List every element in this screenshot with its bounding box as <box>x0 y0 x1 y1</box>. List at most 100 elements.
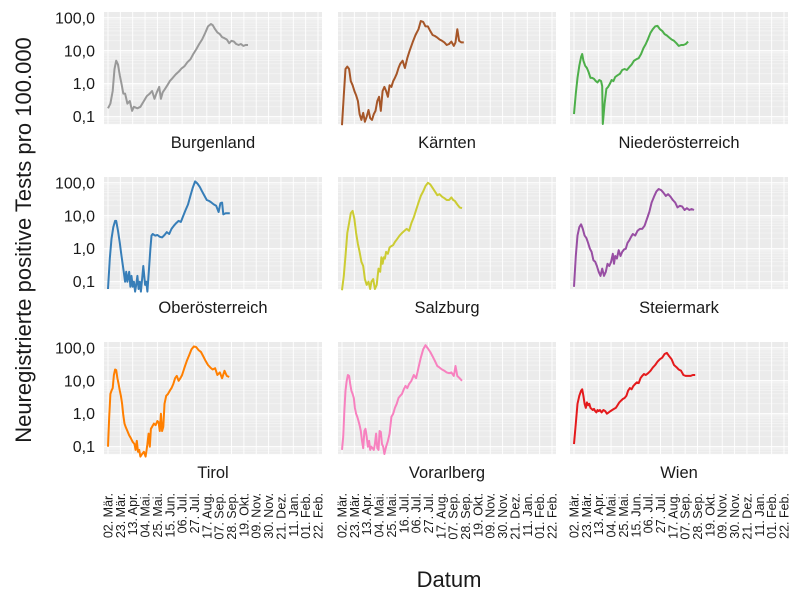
y-tick-label: 10,0 <box>64 43 95 60</box>
facet-label: Kärnten <box>418 134 476 152</box>
y-tick-label: 100,0 <box>55 175 95 192</box>
x-tick-label: 25. Mai. <box>617 493 631 537</box>
x-tick-label: 02. Mär. <box>102 493 116 538</box>
series-line-obersterreich <box>107 180 230 293</box>
x-tick-label: 01. Feb. <box>533 493 547 539</box>
x-tick-label: 01. Feb. <box>765 493 779 539</box>
series-line-salzburg <box>341 181 463 291</box>
x-tick-label: 27. Jul. <box>188 493 202 533</box>
x-tick-label: 19. Okt. <box>237 493 251 537</box>
series-line-burgenland <box>107 23 248 112</box>
facet-label: Burgenland <box>171 134 255 152</box>
facet-label: Salzburg <box>414 299 479 317</box>
x-tick-label: 23. Mär. <box>580 493 594 538</box>
y-ticks-layer: 0,1 1,0 10,0 100,0 0,1 1,0 10,0 100,0 0,1 1,0 10,0… <box>55 10 95 456</box>
x-tick-label: 01. Feb. <box>299 493 313 539</box>
x-tick-label: 11. Jan. <box>521 493 535 537</box>
panel-vorarlberg: Vorarlberg <box>338 342 556 482</box>
x-tick-label: 02. Mär. <box>568 493 582 538</box>
y-tick-label: 0,1 <box>73 109 95 126</box>
x-tick-label: 11. Jan. <box>753 493 767 537</box>
y-tick-label: 1,0 <box>73 406 95 423</box>
x-tick-label: 04. Mai. <box>373 493 387 537</box>
x-tick-label: 17. Aug. <box>434 493 448 539</box>
x-tick-label: 09. Nov. <box>484 493 498 539</box>
y-tick-label: 10,0 <box>64 373 95 390</box>
x-tick-label: 22. Feb. <box>778 493 792 539</box>
x-tick-label: 21. Dez. <box>274 493 288 540</box>
x-tick-label: 13. Apr. <box>126 493 140 535</box>
x-tick-label: 06. Jul. <box>410 493 424 533</box>
x-tick-label: 06. Jul. <box>642 493 656 533</box>
y-tick-label: 0,1 <box>73 439 95 456</box>
x-tick-label: 30. Nov. <box>262 493 276 539</box>
x-tick-label: 17. Aug. <box>666 493 680 539</box>
panel-wien: Wien <box>570 342 788 482</box>
x-tick-label: 15. Jun. <box>629 493 643 537</box>
x-tick-label: 16. Jul. <box>397 493 411 533</box>
series-line-tirol <box>107 345 230 458</box>
y-tick-label: 10,0 <box>64 208 95 225</box>
facet-label: Steiermark <box>639 299 720 317</box>
series-line-wien <box>573 351 696 445</box>
x-tick-label: 30. Nov. <box>728 493 742 539</box>
facet-label: Wien <box>660 464 698 482</box>
panel-niedersterreich: Niederösterreich <box>570 12 788 152</box>
panel-burgenland: Burgenland <box>104 12 322 152</box>
x-tick-label: 09. Nov. <box>716 493 730 539</box>
x-tick-label: 19. Okt. <box>703 493 717 537</box>
series-line-vorarlberg <box>341 344 463 455</box>
panel-tirol: Tirol <box>104 342 322 482</box>
x-tick-label: 23. Mär. <box>114 493 128 538</box>
x-tick-label: 11. Jan. <box>287 493 301 537</box>
y-tick-label: 100,0 <box>55 340 95 357</box>
panel-obersterreich: Oberösterreich <box>104 177 322 317</box>
x-tick-label: 04. Mai. <box>139 493 153 537</box>
x-tick-label: 07. Sep. <box>213 493 227 540</box>
panel-krnten: Kärnten <box>338 12 556 152</box>
y-tick-label: 100,0 <box>55 10 95 27</box>
y-tick-label: 0,1 <box>73 274 95 291</box>
x-tick-label: 13. Apr. <box>592 493 606 535</box>
y-axis-label: Neuregistrierte positive Tests pro 100.0… <box>11 37 36 443</box>
x-tick-label: 06. Jul. <box>176 493 190 533</box>
panel-steiermark: Steiermark <box>570 177 788 317</box>
x-tick-label: 22. Feb. <box>546 493 560 539</box>
x-tick-label: 02. Mär. <box>336 493 350 538</box>
series-line-krnten <box>341 20 464 126</box>
x-ticks-layer: 02. Mär.23. Mär.13. Apr.04. Mai.25. Mai.… <box>102 493 792 540</box>
x-tick-label: 21. Dez. <box>740 493 754 540</box>
y-tick-label: 1,0 <box>73 76 95 93</box>
x-tick-label: 07. Sep. <box>679 493 693 540</box>
x-tick-label: 04. Mai. <box>605 493 619 537</box>
x-tick-label: 25. Mai. <box>385 493 399 537</box>
x-tick-label: 28. Sep. <box>225 493 239 540</box>
x-tick-label: 25. Mai. <box>151 493 165 537</box>
facet-label: Tirol <box>197 464 228 482</box>
x-tick-label: 27. Jul. <box>654 493 668 533</box>
x-tick-label: 30. Nov. <box>496 493 510 539</box>
series-line-steiermark <box>573 188 695 287</box>
facet-label: Niederösterreich <box>618 134 739 152</box>
x-tick-label: 22. Feb. <box>312 493 326 539</box>
x-tick-label: 13. Apr. <box>360 493 374 535</box>
series-line-niedersterreich <box>573 24 689 125</box>
x-tick-label: 27. Jul. <box>422 493 436 533</box>
x-tick-label: 17. Aug. <box>200 493 214 539</box>
x-axis-label: Datum <box>417 567 482 592</box>
x-tick-label: 09. Nov. <box>250 493 264 539</box>
x-tick-label: 15. Jun. <box>163 493 177 537</box>
facet-label: Vorarlberg <box>409 464 485 482</box>
x-tick-label: 23. Mär. <box>348 493 362 538</box>
facet-label: Oberösterreich <box>158 299 267 317</box>
x-tick-label: 28. Sep. <box>691 493 705 540</box>
x-tick-label: 21. Dez. <box>508 493 522 540</box>
panels-layer: Burgenland Kärnten Niederösterreich Oberöst… <box>104 12 788 482</box>
x-tick-label: 19. Okt. <box>471 493 485 537</box>
y-tick-label: 1,0 <box>73 241 95 258</box>
x-tick-label: 07. Sep. <box>447 493 461 540</box>
x-tick-label: 28. Sep. <box>459 493 473 540</box>
panel-salzburg: Salzburg <box>338 177 556 317</box>
